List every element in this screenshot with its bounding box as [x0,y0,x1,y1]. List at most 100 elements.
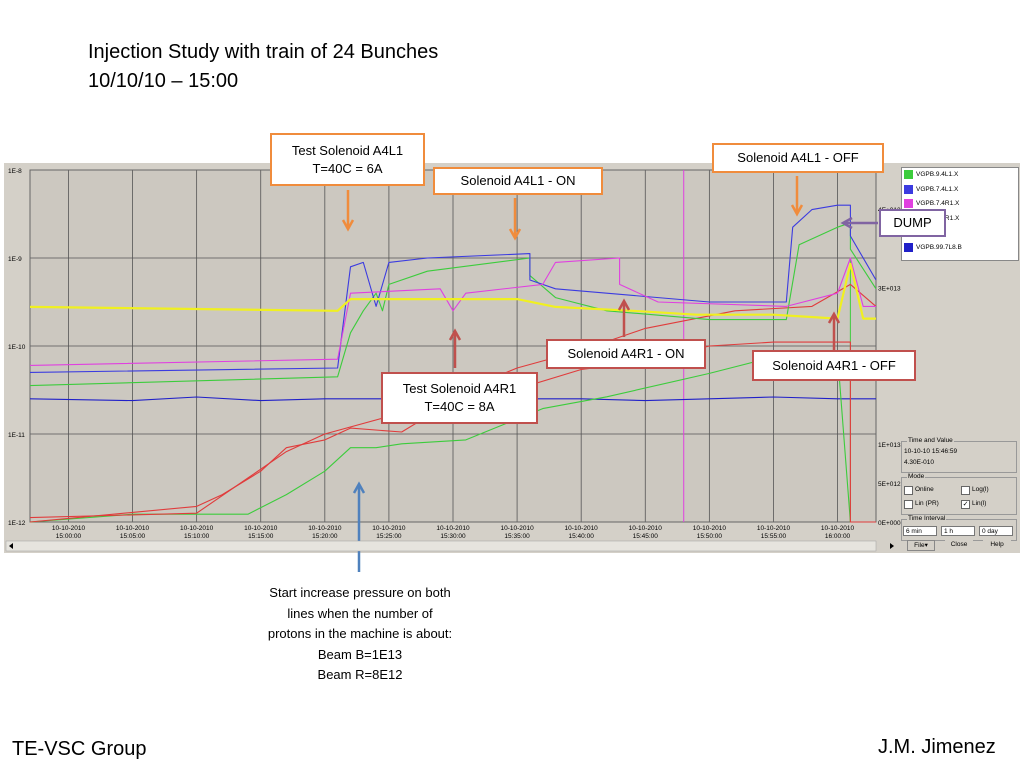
title-line-1: Injection Study with train of 24 Bunches [88,41,439,63]
x-tick-label: 10-10-2010 [629,525,663,532]
interval-hours-input[interactable]: 1 h [941,526,975,536]
x-tick-label: 10-10-2010 [821,525,855,532]
y-left-tick-label: 1E-10 [8,344,26,351]
mode-group [901,477,1017,515]
annotation-arrows [341,176,878,572]
note-line: Start increase pressure on both [269,585,451,600]
x-tick-label: 10-10-2010 [757,525,791,532]
close-button[interactable]: Close [945,540,973,551]
file-menu-button[interactable]: File▾ [907,540,935,551]
arrow-a4r1-on-head-icon [617,298,631,311]
x-tick-label: 10-10-2010 [308,525,342,532]
arrow-a4l1-off-head-icon [790,204,804,217]
x-tick-label: 15:30:00 [440,533,466,540]
x-tick-label: 16:00:00 [825,533,851,540]
y-left-tick-label: 1E-8 [8,168,22,175]
y-left-tick-label: 1E-11 [8,432,25,439]
arrow-test-a4r1-head-icon [448,328,462,341]
scroll-left-arrow-icon[interactable] [9,543,13,549]
x-tick-label: 15:50:00 [697,533,723,540]
y-right-tick-label: 5E+012 [878,481,901,488]
x-tick-label: 15:25:00 [376,533,402,540]
note-line: Beam B=1E13 [317,646,403,662]
x-tick-label: 10-10-2010 [565,525,599,532]
legend-label: VGPB.9.4L1.X [916,171,959,178]
pressure-note: Start increase pressure on both lines whe… [244,583,476,686]
x-tick-label: 10-10-2010 [180,525,214,532]
note-line: protons in the machine is about: [267,626,453,641]
legend-item[interactable]: VGPB.9.4L1.X [904,170,958,180]
arrow-pressure-start-head-icon [352,481,366,494]
log-l-label: Log(l) [972,486,989,493]
legend-swatch [904,184,913,194]
legend-label: VGPB.7.4L1.X [916,185,959,193]
callout-a4r1-on: Solenoid A4R1 - ON [546,339,706,369]
x-tick-label: 10-10-2010 [372,525,406,532]
y-right-tick-label: 0E+000 [878,520,901,527]
callout-a4l1-on: Solenoid A4L1 - ON [433,167,603,195]
axis-labels: 10-10-201015:00:0010-10-201015:05:0010-1… [8,168,901,540]
x-tick-label: 10-10-2010 [116,525,150,532]
x-tick-label: 15:35:00 [504,533,530,540]
help-button[interactable]: Help [983,540,1011,551]
lin-pr-label: Lin (PR) [915,500,939,507]
legend-swatch [904,170,913,179]
callout-test-a4l1-line1: Test Solenoid A4L1 [291,143,404,158]
arrow-a4r1-off-head-icon [827,311,841,324]
interval-days-input[interactable]: 0 day [979,526,1013,536]
series-line-vgpb-7-4r1-x [29,257,876,366]
scroll-right-arrow-icon[interactable] [890,543,894,549]
note-line: Beam R=8E12 [317,667,403,682]
y-right-tick-label: 3E+013 [878,285,901,292]
callout-test-a4l1-line2: T=40C = 6A [312,161,383,176]
time-interval-label: Time Interval [907,515,947,522]
footer-author: J.M. Jimenez [878,736,996,758]
legend-swatch [904,199,913,208]
callout-test-a4r1-line2: T=40C = 8A [424,399,495,414]
lin-l-checkbox[interactable]: ✓ [961,500,970,509]
time-value-readout: 10-10-10 15:46:59 [904,448,958,455]
callout-dump: DUMP [879,209,946,237]
callout-test-solenoid-a4r1: Test Solenoid A4R1 T=40C = 8A [381,372,538,424]
legend-label: VGPB.7.4R1.X [916,200,960,207]
x-tick-label: 15:15:00 [248,533,274,540]
legend-label: VGPB.99.7L8.B [916,243,962,251]
footer-group: TE-VSC Group [12,738,147,760]
note-line: lines when the number of [287,605,433,621]
x-tick-label: 15:00:00 [56,533,82,540]
callout-test-a4r1-line1: Test Solenoid A4R1 [402,381,517,396]
arrow-test-a4l1-head-icon [341,219,355,232]
online-checkbox[interactable] [904,486,913,495]
x-tick-label: 10-10-2010 [693,525,727,532]
series-line-yellow-trace [29,262,876,320]
legend-item[interactable]: VGPB.7.4L1.X [904,184,959,195]
lin-l-label: Lin(l) [972,500,987,507]
callout-test-solenoid-a4l1: Test Solenoid A4L1 T=40C = 6A [270,133,425,186]
legend-item[interactable]: VGPB.99.7L8.B [904,242,962,253]
x-tick-label: 15:55:00 [761,533,787,540]
callout-a4r1-off: Solenoid A4R1 - OFF [752,350,916,381]
x-tick-label: 15:40:00 [569,533,595,540]
online-label: Online [915,486,934,493]
lin-pr-checkbox[interactable] [904,500,913,509]
value-readout: 4.30E-010 [904,459,934,466]
x-tick-label: 10-10-2010 [244,525,278,532]
x-tick-label: 15:05:00 [120,533,146,540]
series-line-vgpb-7-4l1-x [29,204,877,373]
side-panel: Time and Value 10-10-10 15:46:59 4.30E-0… [901,437,1017,552]
time-value-label: Time and Value [907,437,954,444]
x-tick-label: 10-10-2010 [52,525,86,532]
x-tick-label: 10-10-2010 [436,525,470,532]
mode-label: Mode [907,473,926,480]
log-l-checkbox[interactable] [961,486,970,495]
legend-item[interactable]: VGPB.7.4R1.X [904,199,959,209]
callout-a4l1-off: Solenoid A4L1 - OFF [712,143,884,173]
slide-title: Injection Study with train of 24 Bunches… [88,38,438,96]
y-right-tick-label: 1E+013 [878,442,901,449]
title-line-2: 10/10/10 – 15:00 [88,70,239,92]
x-tick-label: 15:45:00 [633,533,659,540]
interval-minutes-input[interactable]: 6 min [903,526,937,536]
horizontal-scrollbar[interactable] [5,540,877,552]
legend-swatch [904,242,913,252]
x-tick-label: 15:10:00 [184,533,210,540]
